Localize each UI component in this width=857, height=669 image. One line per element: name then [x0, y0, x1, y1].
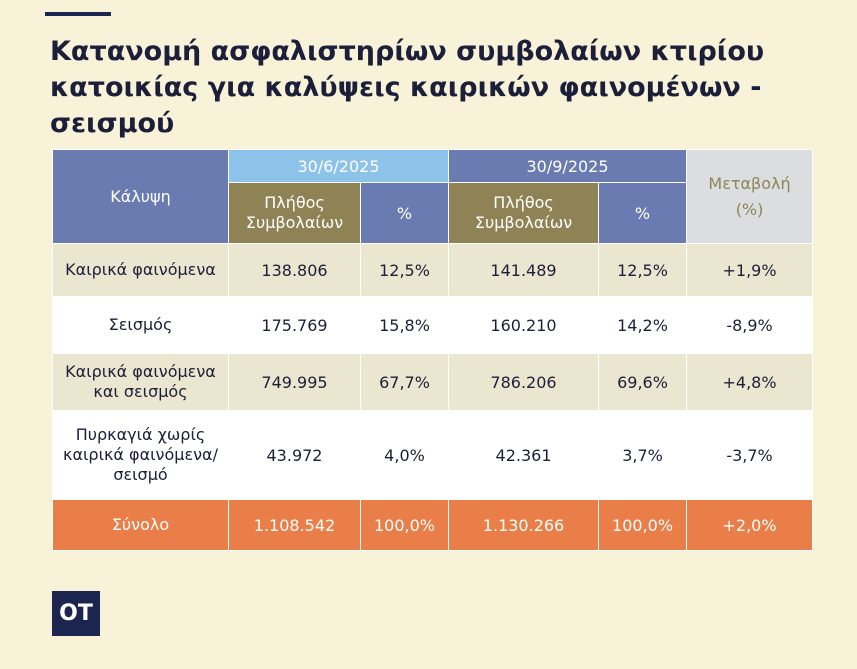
total-pct-2: 100,0% [598, 499, 688, 551]
row-label: Πυρκαγιά χωρίς καιρικά φαινόμενα/ σεισμό [52, 410, 229, 500]
cell-pct-2: 12,5% [598, 243, 688, 297]
cell-change: +4,8% [686, 353, 814, 411]
table-row: Καιρικά φαινόμενα και σεισμός 749.995 67… [52, 353, 814, 411]
table-row: Καιρικά φαινόμενα 138.806 12,5% 141.489 … [52, 243, 814, 297]
total-count-1: 1.108.542 [228, 499, 361, 551]
cell-count-2: 141.489 [448, 243, 600, 297]
table-row: Σεισμός 175.769 15,8% 160.210 14,2% -8,9… [52, 296, 814, 354]
top-accent-bar [45, 12, 111, 16]
cell-pct-2: 69,6% [598, 353, 688, 411]
total-count-2: 1.130.266 [448, 499, 600, 551]
coverage-table: Κάλυψη 30/6/2025 30/9/2025 Μεταβολή (%) … [52, 149, 814, 551]
cell-count-1: 749.995 [228, 353, 361, 411]
total-label: Σύνολο [52, 499, 229, 551]
row-label: Σεισμός [52, 296, 229, 354]
header-count-1: Πλήθος Συμβολαίων [228, 182, 361, 244]
cell-change: +1,9% [686, 243, 814, 297]
header-pct-2: % [598, 182, 688, 244]
cell-change: -8,9% [686, 296, 814, 354]
total-row: Σύνολο 1.108.542 100,0% 1.130.266 100,0%… [52, 499, 814, 551]
total-change: +2,0% [686, 499, 814, 551]
cell-pct-2: 14,2% [598, 296, 688, 354]
cell-count-1: 175.769 [228, 296, 361, 354]
cell-count-1: 138.806 [228, 243, 361, 297]
header-change: Μεταβολή (%) [686, 149, 814, 244]
cell-pct-1: 4,0% [359, 410, 450, 500]
cell-pct-2: 3,7% [598, 410, 688, 500]
header-period-1: 30/6/2025 [227, 149, 450, 183]
cell-count-2: 786.206 [448, 353, 600, 411]
header-period-2: 30/9/2025 [448, 149, 688, 183]
cell-pct-1: 12,5% [359, 243, 450, 297]
cell-count-1: 43.972 [228, 410, 361, 500]
page-title: Κατανομή ασφαλιστηρίων συμβολαίων κτιρίο… [50, 36, 765, 139]
cell-count-2: 160.210 [448, 296, 600, 354]
total-pct-1: 100,0% [359, 499, 450, 551]
row-label: Καιρικά φαινόμενα [52, 243, 229, 297]
cell-pct-1: 67,7% [359, 353, 450, 411]
cell-pct-1: 15,8% [359, 296, 450, 354]
header-pct-1: % [359, 182, 450, 244]
header-coverage: Κάλυψη [52, 149, 229, 244]
row-label: Καιρικά φαινόμενα και σεισμός [52, 353, 229, 411]
cell-change: -3,7% [686, 410, 814, 500]
table-row: Πυρκαγιά χωρίς καιρικά φαινόμενα/ σεισμό… [52, 410, 814, 500]
ot-logo: OT [52, 591, 100, 636]
cell-count-2: 42.361 [448, 410, 600, 500]
header-count-2: Πλήθος Συμβολαίων [448, 182, 600, 244]
